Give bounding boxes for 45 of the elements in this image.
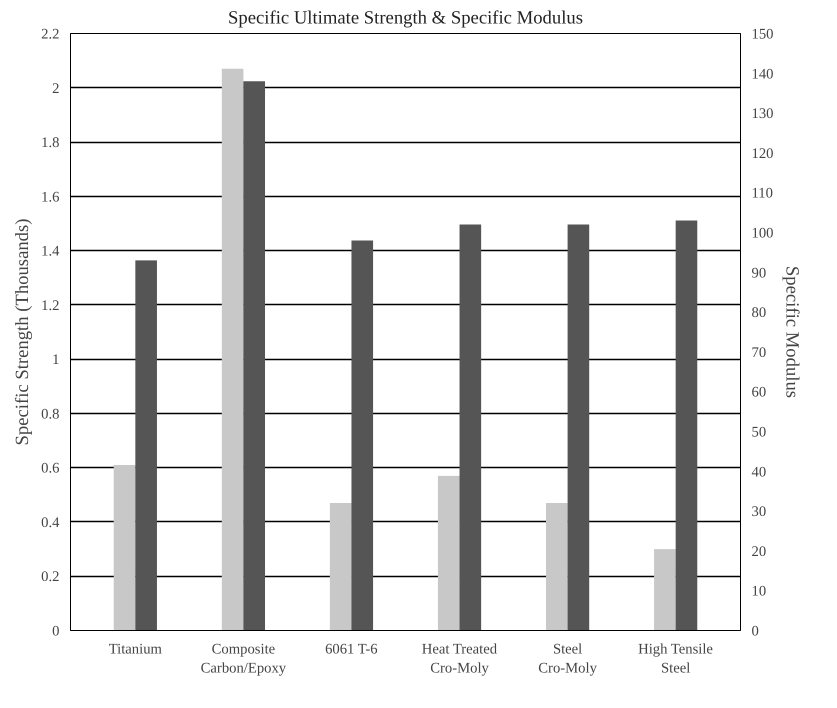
y2-tick-label: 140 bbox=[752, 66, 774, 82]
y-axis-title: Specific Strength (Thousands) bbox=[12, 218, 34, 446]
x-tick-label: Steel Cro-Moly bbox=[538, 642, 598, 677]
y2-tick-label: 10 bbox=[752, 584, 766, 600]
bar bbox=[654, 549, 676, 630]
x-tick-label: High Tensile Steel bbox=[638, 642, 713, 677]
y2-tick-label: 120 bbox=[752, 146, 774, 162]
x-tick-label: 6061 T-6 bbox=[325, 642, 378, 658]
y2-tick-label: 110 bbox=[752, 186, 773, 202]
y-tick-label: 1.2 bbox=[41, 298, 60, 314]
y-tick-label: 1.6 bbox=[41, 189, 60, 206]
y2-tick-label: 70 bbox=[752, 344, 766, 361]
bar bbox=[351, 240, 374, 630]
y2-axis-title: Specific Modulus bbox=[781, 266, 802, 398]
y-tick-label: 0.8 bbox=[41, 406, 60, 422]
x-tick-label: Composite Carbon/Epoxy bbox=[200, 642, 287, 677]
chart-title: Specific Ultimate Strength & Specific Modulus bbox=[228, 8, 583, 28]
y-tick-label: 1 bbox=[52, 352, 60, 368]
y-tick-label: 0.2 bbox=[41, 569, 60, 586]
y-tick-label: 2 bbox=[52, 80, 60, 97]
y2-tick-label: 130 bbox=[752, 106, 774, 122]
y2-tick-label: 80 bbox=[752, 305, 766, 322]
y-tick-label: 0 bbox=[52, 624, 60, 640]
y2-tick-label: 30 bbox=[752, 504, 766, 520]
y-tick-label: 0.4 bbox=[41, 514, 60, 531]
y2-tick-label: 0 bbox=[752, 624, 759, 640]
bar bbox=[676, 220, 698, 630]
bar bbox=[460, 224, 482, 630]
y-tick-label: 0.6 bbox=[41, 460, 60, 477]
y2-tick-label: 20 bbox=[752, 544, 766, 560]
y2-tick-label: 60 bbox=[752, 384, 766, 401]
y-tick-label: 2.2 bbox=[41, 26, 60, 42]
bar bbox=[330, 502, 352, 630]
y2-tick-label: 40 bbox=[752, 464, 766, 480]
y-tick-label: 1.8 bbox=[41, 135, 60, 152]
y2-tick-label: 50 bbox=[752, 424, 766, 440]
y-tick-label: 1.4 bbox=[41, 244, 60, 260]
y2-tick-label: 150 bbox=[752, 26, 774, 42]
bar bbox=[568, 224, 590, 630]
x-tick-label: Titanium bbox=[108, 642, 163, 658]
bar bbox=[135, 260, 157, 630]
y2-tick-label: 100 bbox=[752, 226, 774, 242]
y2-tick-label: 90 bbox=[752, 265, 766, 282]
bar bbox=[546, 502, 568, 630]
x-tick-label: Heat Treated Cro-Moly bbox=[422, 642, 498, 677]
